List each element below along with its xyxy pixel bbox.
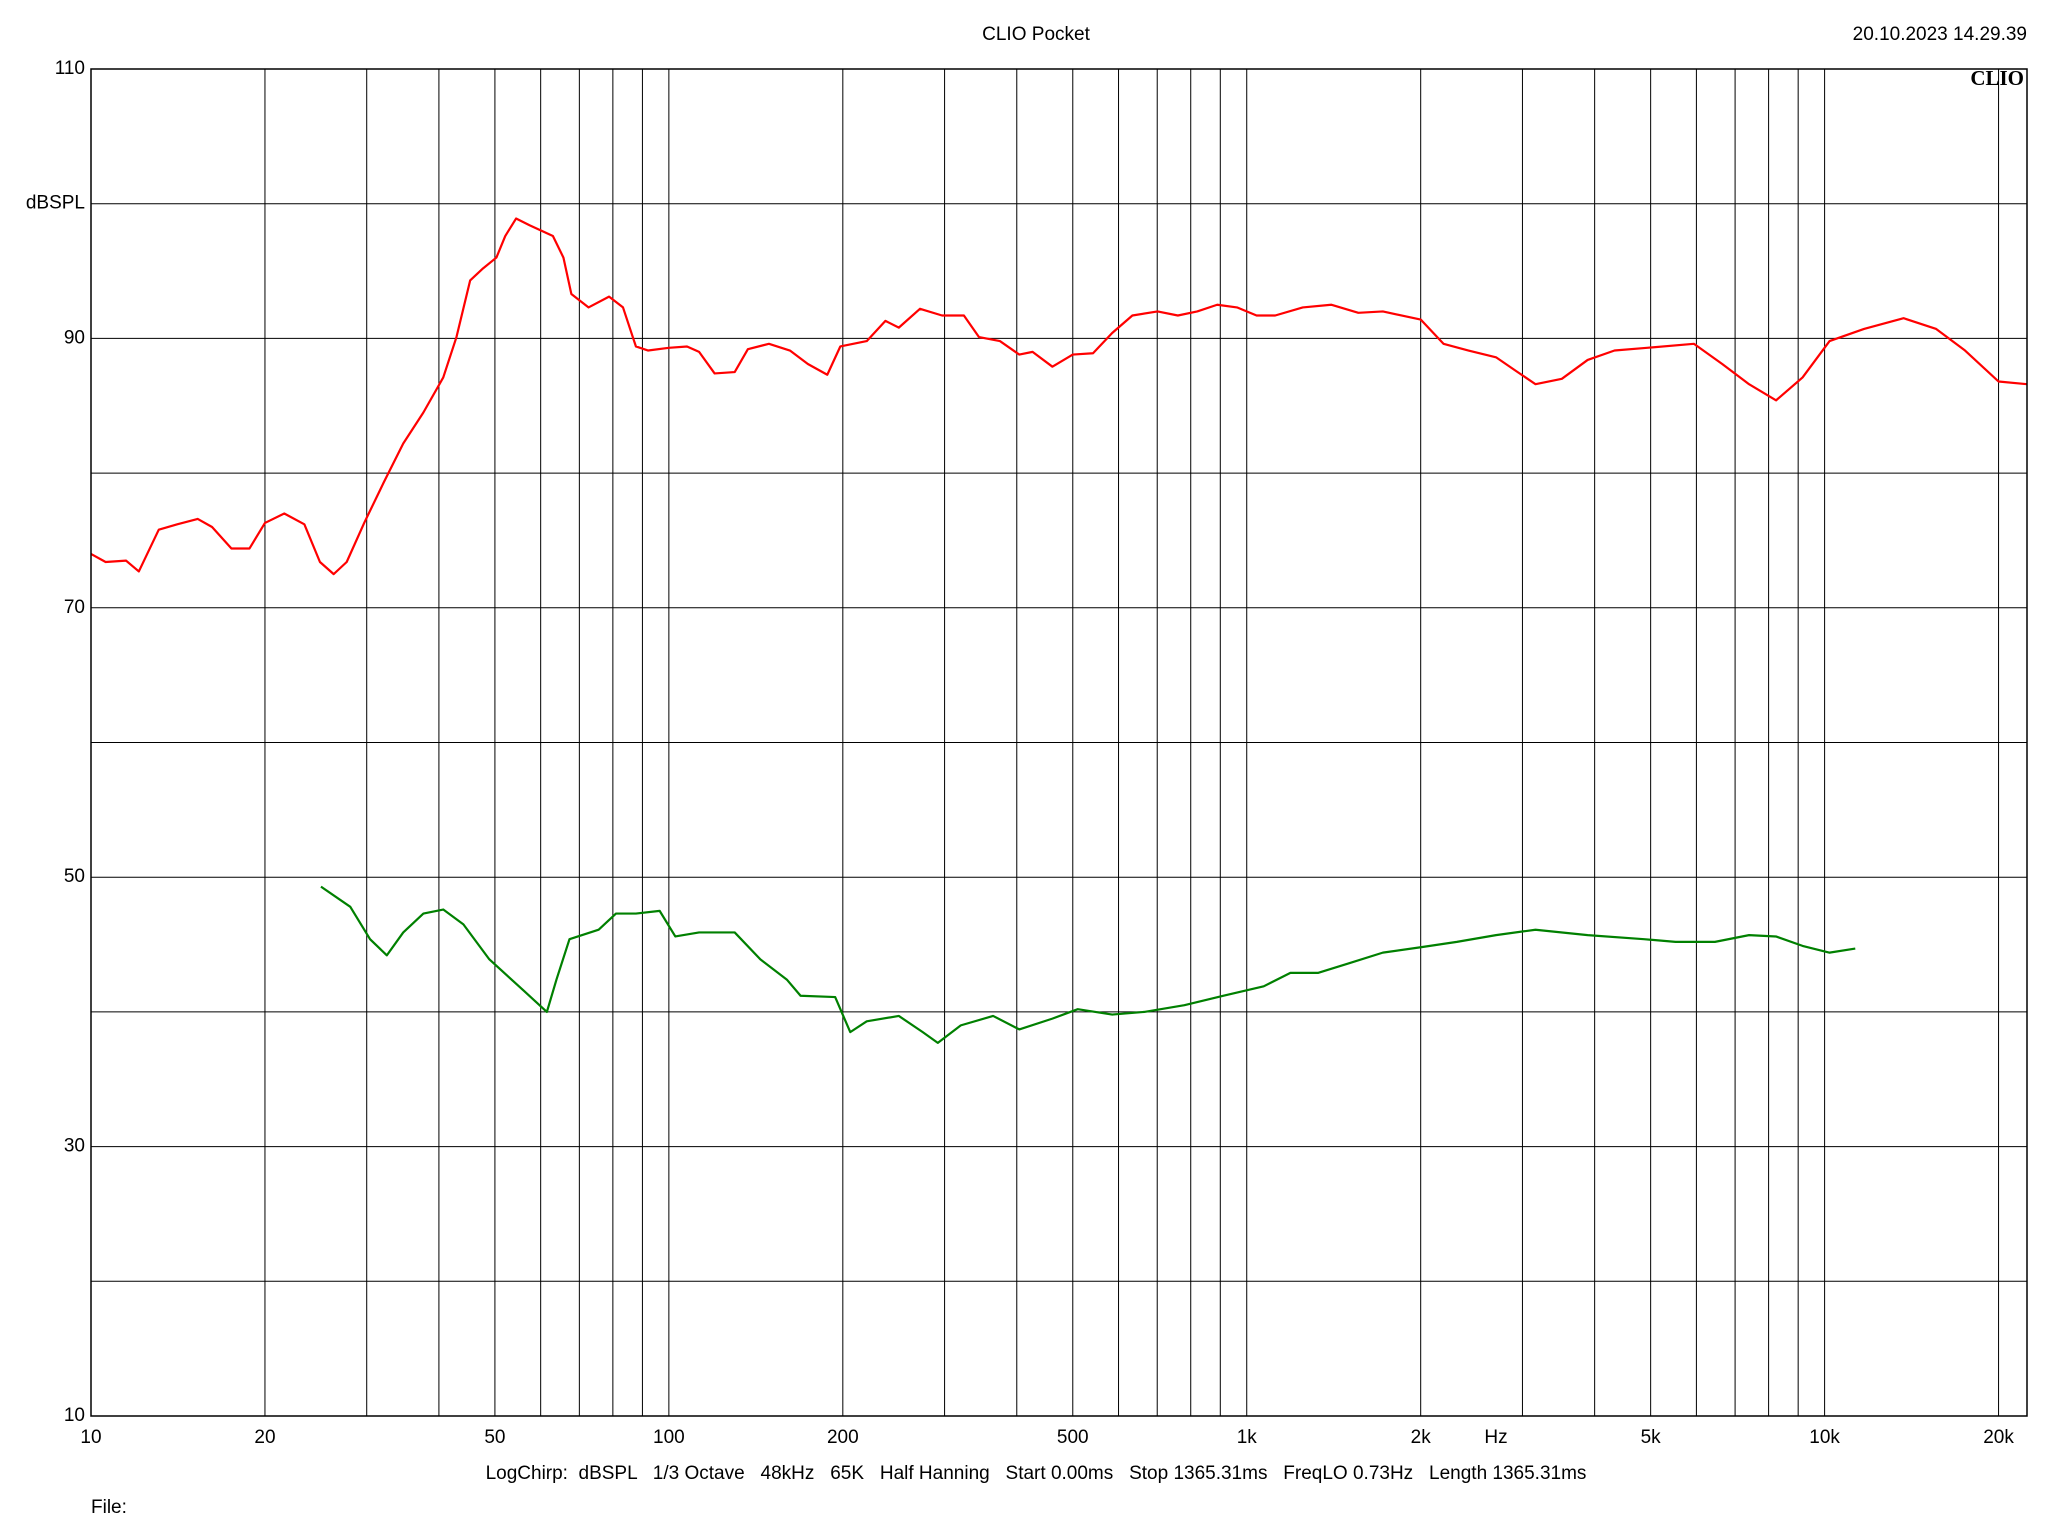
y-tick-label: 90 xyxy=(64,327,85,348)
x-tick-label: 200 xyxy=(827,1427,859,1448)
plot-frame xyxy=(90,68,2028,1417)
x-tick-label: 500 xyxy=(1057,1427,1089,1448)
y-tick-label: 10 xyxy=(64,1405,85,1426)
x-tick-label: 5k xyxy=(1641,1427,1662,1448)
x-tick-label: 100 xyxy=(653,1427,685,1448)
grid xyxy=(90,68,2027,1417)
timestamp: 20.10.2023 14.29.39 xyxy=(1853,24,2027,45)
x-tick-label: 10 xyxy=(80,1427,101,1448)
plot-area xyxy=(90,217,2028,1044)
x-tick-label: 50 xyxy=(484,1427,505,1448)
y-tick-label: 110 xyxy=(55,58,85,79)
series-line xyxy=(90,217,2028,576)
x-tick-label: 20 xyxy=(254,1427,275,1448)
y-tick-label: 30 xyxy=(64,1136,85,1157)
file-label: File: xyxy=(91,1497,127,1518)
chart-title: CLIO Pocket xyxy=(982,24,1090,45)
y-axis-label: dBSPL xyxy=(26,193,85,214)
x-axis-label: Hz xyxy=(1484,1427,1507,1448)
logo: CLIO xyxy=(1970,66,2024,90)
series-line xyxy=(320,885,1856,1044)
settings-line: LogChirp: dBSPL 1/3 Octave 48kHz 65K Hal… xyxy=(486,1463,1587,1484)
y-tick-label: 50 xyxy=(64,866,85,887)
x-tick-label: 2k xyxy=(1411,1427,1432,1448)
x-tick-label: 20k xyxy=(1983,1427,2014,1448)
x-tick-label: 1k xyxy=(1237,1427,1258,1448)
y-tick-label: 70 xyxy=(64,597,85,618)
x-tick-label: 10k xyxy=(1809,1427,1840,1448)
